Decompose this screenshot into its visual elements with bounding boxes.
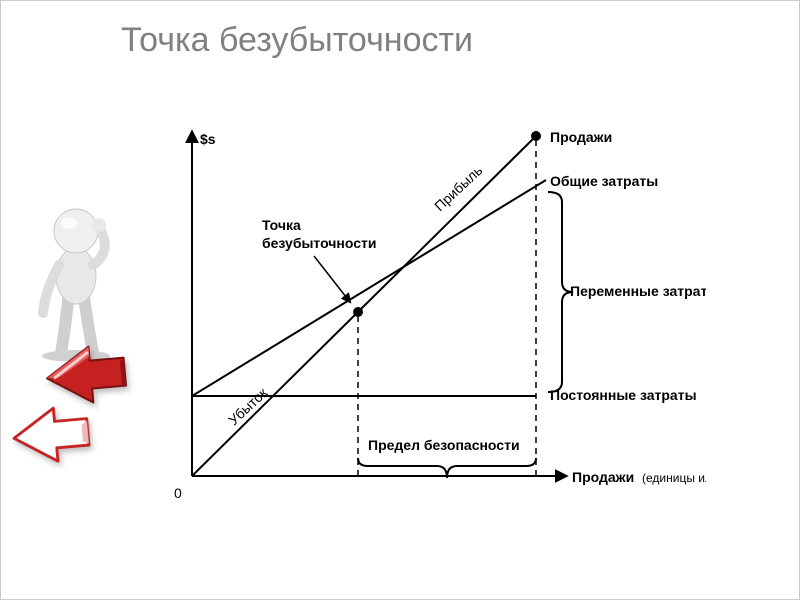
svg-text:Точка: Точка xyxy=(262,217,301,233)
cursor-arrow-icon xyxy=(6,399,97,473)
svg-text:0: 0 xyxy=(174,485,182,501)
svg-text:Общие затраты: Общие затраты xyxy=(550,173,658,189)
svg-text:Продажи: Продажи xyxy=(550,129,612,145)
svg-text:Предел безопасности: Предел безопасности xyxy=(368,437,520,453)
svg-text:$s: $s xyxy=(200,131,216,147)
break-even-chart: 0 $s Продажи (единицы или $) Продажи Общие за… xyxy=(146,96,706,516)
svg-text:(единицы или $): (единицы или $) xyxy=(642,471,706,485)
svg-text:Прибыль: Прибыль xyxy=(431,162,485,214)
svg-text:Продажи: Продажи xyxy=(572,469,634,485)
svg-text:Переменные затраты: Переменные затраты xyxy=(570,283,706,299)
slide-title: Точка безубыточности xyxy=(121,21,473,60)
svg-text:безубыточности: безубыточности xyxy=(262,235,377,251)
thinking-figure-icon xyxy=(21,181,131,361)
svg-text:Постоянные затраты: Постоянные затраты xyxy=(550,387,697,403)
